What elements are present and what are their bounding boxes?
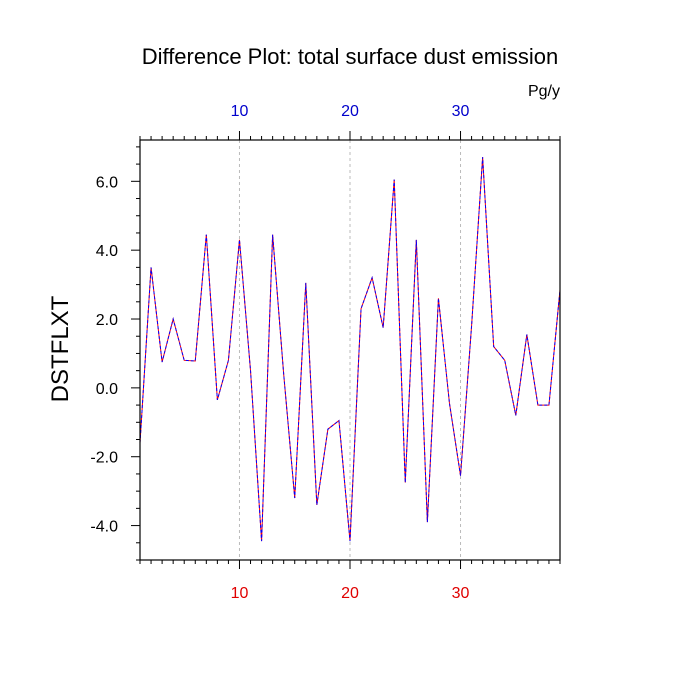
x-tick-label-bottom: 10 <box>231 585 249 602</box>
tick-labels: 10 10 20 20 30 30 -4.0 -2.0 0.0 2.0 4.0 6.0 <box>90 103 469 602</box>
chart-title: Difference Plot: total surface dust emis… <box>142 44 559 69</box>
axis-ticks <box>131 131 561 569</box>
x-tick-label-top: 30 <box>452 103 470 120</box>
data-series <box>139 157 561 542</box>
x-tick-label-bottom: 20 <box>341 585 359 602</box>
y-tick-label: 0.0 <box>96 381 118 398</box>
grid-lines <box>238 140 462 560</box>
y-tick-label: 2.0 <box>96 312 118 329</box>
y-axis-label: DSTFLXT <box>47 295 74 402</box>
x-tick-label-top: 10 <box>231 103 249 120</box>
y-tick-label: -2.0 <box>90 450 118 467</box>
y-tick-label: 6.0 <box>96 174 118 191</box>
units-label: Pg/y <box>528 83 560 100</box>
y-tick-label: -4.0 <box>90 519 118 536</box>
y-tick-label: 4.0 <box>96 243 118 260</box>
x-tick-label-top: 20 <box>341 103 359 120</box>
x-tick-label-bottom: 30 <box>452 585 470 602</box>
series-line-2 <box>139 157 561 542</box>
